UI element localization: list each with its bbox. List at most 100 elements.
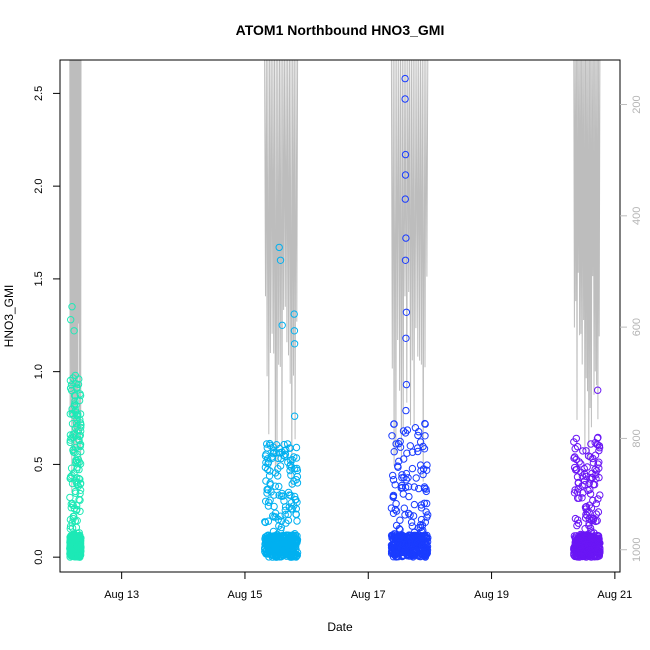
- data-point: [72, 401, 80, 409]
- data-point: [73, 383, 81, 391]
- data-point: [268, 454, 277, 462]
- data-point: [76, 410, 85, 418]
- data-point: [389, 471, 397, 480]
- data-point: [399, 427, 408, 435]
- y2-tick-label: 800: [631, 429, 643, 447]
- x-tick-label: Aug 21: [597, 589, 632, 601]
- data-point: [402, 406, 410, 415]
- data-point: [402, 380, 411, 389]
- data-point: [72, 419, 81, 428]
- data-point: [277, 549, 285, 557]
- data-point: [587, 545, 595, 553]
- data-point: [76, 431, 85, 440]
- data-point: [391, 505, 399, 514]
- data-point: [399, 490, 407, 498]
- data-point: [579, 447, 587, 455]
- data-point: [401, 171, 410, 179]
- data-point: [392, 535, 400, 543]
- data-point: [275, 491, 283, 499]
- data-point: [406, 511, 414, 519]
- data-point: [67, 386, 76, 395]
- data-point: [584, 452, 593, 460]
- x-tick-label: Aug 15: [228, 589, 263, 601]
- x-tick-label: Aug 19: [474, 589, 509, 601]
- data-point: [76, 475, 84, 483]
- data-point: [280, 542, 288, 550]
- x-axis-label: Date: [327, 620, 353, 634]
- data-point: [287, 491, 295, 500]
- data-point: [586, 490, 595, 498]
- y-tick-label: 2.0: [33, 178, 45, 193]
- data-point: [394, 463, 402, 471]
- data-point: [70, 400, 79, 408]
- data-point: [280, 497, 288, 505]
- data-point: [68, 524, 77, 532]
- data-point: [76, 441, 84, 449]
- data-point: [269, 443, 277, 451]
- data-point: [273, 535, 282, 543]
- data-point: [595, 442, 604, 450]
- data-point: [395, 533, 404, 542]
- series-2: [261, 243, 302, 561]
- series-3: [387, 74, 432, 561]
- data-point: [398, 474, 406, 482]
- y2-tick-label: 200: [631, 95, 643, 113]
- data-point: [389, 476, 398, 484]
- data-point: [587, 533, 596, 541]
- data-point: [74, 482, 83, 490]
- data-point: [275, 243, 283, 252]
- y-axis: 0.0 0.5 1.0 1.5 2.0 2.5: [33, 86, 60, 565]
- data-point: [577, 460, 585, 468]
- data-point: [594, 495, 602, 503]
- data-point: [390, 448, 398, 456]
- y2-tick-label: 400: [631, 207, 643, 225]
- data-point: [408, 448, 417, 456]
- data-point: [401, 195, 409, 203]
- data-point: [274, 472, 282, 480]
- data-point: [571, 445, 579, 453]
- data-point: [594, 508, 603, 516]
- data-point: [68, 519, 76, 527]
- plot-frame: [59, 59, 621, 573]
- data-point: [77, 547, 85, 555]
- data-point: [75, 375, 83, 383]
- data-point: [583, 463, 591, 471]
- data-point: [416, 461, 425, 469]
- data-point: [404, 483, 413, 491]
- data-point: [420, 548, 429, 556]
- data-point: [77, 423, 85, 432]
- data-point: [407, 551, 415, 559]
- data-point: [278, 321, 286, 329]
- data-point: [68, 420, 77, 428]
- data-point: [404, 474, 412, 482]
- data-point: [394, 440, 403, 448]
- data-point: [593, 434, 602, 442]
- data-point: [282, 519, 290, 527]
- data-point: [401, 429, 410, 437]
- data-point: [277, 517, 286, 525]
- data-point: [583, 533, 591, 541]
- data-point: [293, 479, 302, 487]
- y-axis-label: HNO3_GMI: [2, 285, 16, 348]
- data-point: [595, 538, 604, 547]
- data-point: [412, 474, 420, 482]
- data-point: [408, 522, 416, 530]
- data-point: [275, 482, 283, 491]
- data-point: [291, 539, 299, 547]
- data-point: [264, 465, 272, 474]
- data-point: [67, 544, 75, 552]
- data-point: [274, 465, 282, 473]
- data-point: [268, 551, 277, 560]
- data-point: [282, 531, 290, 540]
- data-point: [596, 491, 604, 499]
- data-point: [262, 477, 270, 485]
- data-point: [402, 469, 411, 478]
- data-point: [401, 74, 409, 83]
- data-point: [410, 483, 418, 491]
- data-point: [273, 545, 281, 553]
- data-point: [578, 494, 586, 502]
- data-point: [286, 444, 294, 452]
- data-point: [75, 474, 83, 483]
- data-point: [265, 538, 273, 546]
